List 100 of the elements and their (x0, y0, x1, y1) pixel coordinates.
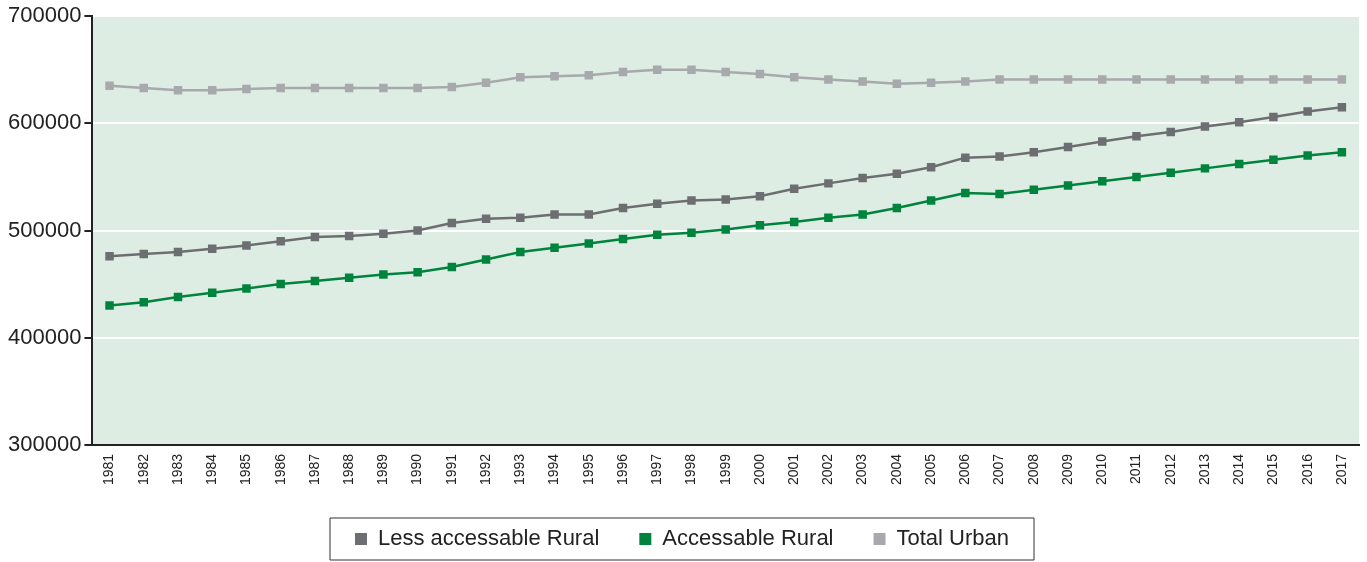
point (1200, 122, 1210, 131)
point (858, 77, 867, 86)
point (789, 73, 799, 82)
point (926, 163, 936, 172)
x-tick-label: 2012 (1161, 453, 1178, 486)
point (892, 79, 902, 88)
point (276, 83, 285, 93)
point (344, 273, 354, 282)
y-tick-label: 500000 (7, 216, 82, 242)
x-tick-label: 2005 (921, 453, 938, 486)
point (379, 83, 388, 93)
point (379, 270, 388, 279)
point (1303, 75, 1312, 84)
point (926, 196, 936, 205)
point (653, 199, 662, 208)
point (1063, 181, 1073, 190)
point (242, 84, 251, 94)
point (1269, 75, 1278, 84)
x-tick-label: 2017 (1332, 453, 1349, 486)
x-tick-label: 2006 (956, 453, 973, 486)
point (139, 298, 148, 307)
point (721, 225, 730, 234)
point (516, 73, 525, 82)
point (1234, 75, 1244, 84)
x-tick-label: 1983 (168, 453, 185, 486)
x-tick-label: 1994 (545, 453, 562, 486)
x-tick-label: 2000 (750, 453, 767, 486)
x-tick-label: 1997 (648, 453, 665, 486)
point (481, 214, 491, 223)
y-tick-label: 600000 (7, 109, 82, 135)
x-tick-label: 1985 (237, 453, 254, 486)
point (961, 188, 970, 198)
point (379, 229, 388, 238)
point (1029, 75, 1039, 84)
point (892, 169, 902, 178)
point (413, 83, 422, 93)
y-tick-label: 300000 (7, 430, 82, 456)
legend-label: Less accessable Rural (377, 525, 600, 551)
y-tick-label: 400000 (7, 323, 82, 349)
x-tick-label: 1998 (682, 453, 699, 486)
x-tick-label: 2004 (887, 453, 904, 486)
point (824, 213, 833, 222)
point (789, 184, 799, 193)
x-tick-label: 2009 (1058, 453, 1075, 486)
point (858, 210, 867, 219)
x-tick-label: 1999 (716, 453, 733, 486)
point (1098, 176, 1107, 186)
x-tick-label: 1986 (271, 453, 288, 486)
point (105, 301, 114, 310)
point (1269, 112, 1278, 122)
x-tick-label: 2008 (1024, 453, 1041, 486)
point (1200, 75, 1210, 84)
point (1166, 127, 1175, 137)
point (550, 210, 559, 219)
point (481, 78, 491, 87)
point (1337, 75, 1347, 84)
point (105, 81, 114, 91)
point (242, 284, 251, 293)
point (1269, 155, 1278, 165)
x-tick-label: 2013 (1195, 453, 1212, 486)
point (961, 77, 970, 86)
point (413, 226, 422, 235)
point (687, 196, 696, 205)
point (995, 189, 1004, 199)
legend-label: Accessable Rural (662, 525, 834, 551)
point (276, 237, 285, 246)
x-tick-label: 1987 (305, 453, 322, 486)
point (584, 210, 594, 219)
point (995, 152, 1004, 161)
x-tick-label: 2015 (1264, 453, 1281, 486)
point (105, 252, 114, 261)
point (824, 75, 833, 84)
x-tick-label: 1990 (408, 453, 425, 486)
x-tick-label: 2014 (1230, 453, 1247, 486)
point (858, 173, 867, 183)
x-tick-label: 1982 (134, 453, 151, 486)
y-tick-label: 700000 (7, 2, 82, 28)
point (687, 228, 696, 237)
point (1029, 148, 1039, 157)
x-tick-label: 1993 (511, 453, 528, 486)
point (207, 288, 217, 297)
point (1337, 103, 1347, 112)
x-tick-label: 2007 (990, 453, 1007, 486)
x-tick-label: 1981 (100, 453, 117, 486)
point (1200, 164, 1210, 173)
point (1303, 107, 1312, 116)
x-tick-label: 2010 (1093, 453, 1110, 486)
x-tick-label: 1989 (374, 453, 391, 486)
point (276, 279, 285, 289)
point (721, 67, 730, 77)
point (481, 255, 491, 264)
x-tick-label: 1988 (340, 453, 357, 486)
point (1166, 75, 1175, 84)
point (242, 241, 251, 250)
x-tick-label: 2003 (853, 453, 870, 486)
point (550, 71, 559, 81)
x-tick-label: 1984 (203, 453, 220, 486)
point (721, 195, 730, 204)
legend-label: Total Urban (896, 525, 1010, 551)
point (1132, 131, 1141, 141)
